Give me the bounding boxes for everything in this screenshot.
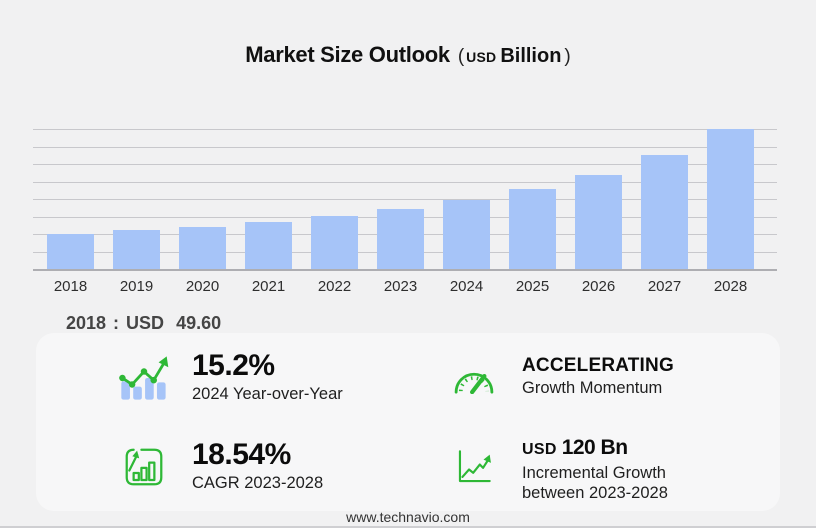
market-size-bar-chart: 2018 2019 2020 2021 2022 2023 2024 2025 2026 2027… bbox=[33, 129, 777, 295]
title-unit: Billion bbox=[500, 45, 562, 67]
x-label-2026: 2026 bbox=[581, 278, 616, 295]
x-label-2020: 2020 bbox=[185, 278, 220, 295]
momentum-label: Growth Momentum bbox=[522, 379, 663, 398]
gauge-icon bbox=[450, 362, 498, 394]
annotation-currency: USD bbox=[126, 313, 165, 333]
x-label-2028: 2028 bbox=[713, 278, 748, 295]
x-labels: 2018 2019 2020 2021 2022 2023 2024 2025 2026 2027… bbox=[33, 278, 777, 295]
gridline bbox=[33, 181, 777, 183]
stat-incremental: USD 120 Bn Incremental Growth between 202… bbox=[408, 422, 780, 511]
stat-momentum: ACCELERATING Growth Momentum bbox=[408, 333, 780, 422]
incremental-label-line2: between 2023-2028 bbox=[522, 483, 668, 502]
x-label-2023: 2023 bbox=[383, 278, 418, 295]
incremental-value-number: 120 Bn bbox=[561, 436, 628, 460]
bar-2020 bbox=[179, 226, 226, 269]
x-label-2019: 2019 bbox=[119, 278, 154, 295]
bar-2024 bbox=[443, 199, 490, 269]
annotation-year: 2018 bbox=[66, 313, 107, 333]
bar-2019 bbox=[113, 229, 160, 269]
bar-2026 bbox=[575, 174, 622, 269]
x-label-2027: 2027 bbox=[647, 278, 682, 295]
x-label-2018: 2018 bbox=[53, 278, 88, 295]
bottom-edge bbox=[0, 526, 816, 528]
cagr-value: 18.54% bbox=[192, 438, 291, 472]
bar-2025 bbox=[509, 188, 556, 269]
trend-line-icon bbox=[450, 447, 498, 487]
bars bbox=[33, 129, 777, 269]
bar-2023 bbox=[377, 208, 424, 269]
gridline bbox=[33, 199, 777, 200]
title-main: Market Size Outlook bbox=[245, 42, 450, 67]
incremental-value-prefix: USD bbox=[522, 441, 557, 459]
momentum-value: ACCELERATING bbox=[522, 355, 674, 377]
yoy-label: 2024 Year-over-Year bbox=[192, 384, 343, 403]
bar-2021 bbox=[245, 221, 292, 269]
footer-link[interactable]: www.technavio.com bbox=[346, 509, 470, 525]
cagr-label: CAGR 2023-2028 bbox=[192, 473, 324, 492]
incremental-label-line1: Incremental Growth bbox=[522, 463, 666, 482]
stat-yoy: 15.2% 2024 Year-over-Year bbox=[36, 333, 408, 422]
annotation-amount: 49.60 bbox=[176, 313, 222, 333]
page-title: Market Size Outlook (USD Billion) bbox=[0, 42, 816, 68]
bar-2018 bbox=[47, 234, 94, 269]
bar-chart-trend-icon bbox=[116, 353, 172, 403]
stat-cagr: 18.54% CAGR 2023-2028 bbox=[36, 422, 408, 511]
stats-panel: 15.2% 2024 Year-over-Year ACCELERATING G… bbox=[36, 333, 780, 511]
bar-2028 bbox=[707, 129, 754, 269]
x-label-2024: 2024 bbox=[449, 278, 484, 295]
x-label-2022: 2022 bbox=[317, 278, 352, 295]
x-label-2021: 2021 bbox=[251, 278, 286, 295]
title-close-paren: ) bbox=[564, 46, 571, 67]
bar-2027 bbox=[641, 154, 688, 269]
x-label-2025: 2025 bbox=[515, 278, 550, 295]
gridline bbox=[33, 164, 777, 165]
incremental-value: USD 120 Bn bbox=[522, 429, 668, 461]
footer: www.technavio.com bbox=[0, 509, 816, 525]
annotation-separator: : bbox=[113, 313, 120, 333]
growth-bars-icon bbox=[116, 448, 172, 486]
gridline bbox=[33, 129, 777, 130]
plot-area bbox=[33, 129, 777, 271]
yoy-value: 15.2% bbox=[192, 349, 275, 383]
bar-2022 bbox=[311, 215, 358, 269]
title-currency: USD bbox=[466, 49, 497, 65]
base-year-annotation: 2018 : USD 49.60 bbox=[66, 313, 221, 334]
title-open-paren: ( bbox=[457, 46, 465, 67]
gridline bbox=[33, 146, 777, 148]
